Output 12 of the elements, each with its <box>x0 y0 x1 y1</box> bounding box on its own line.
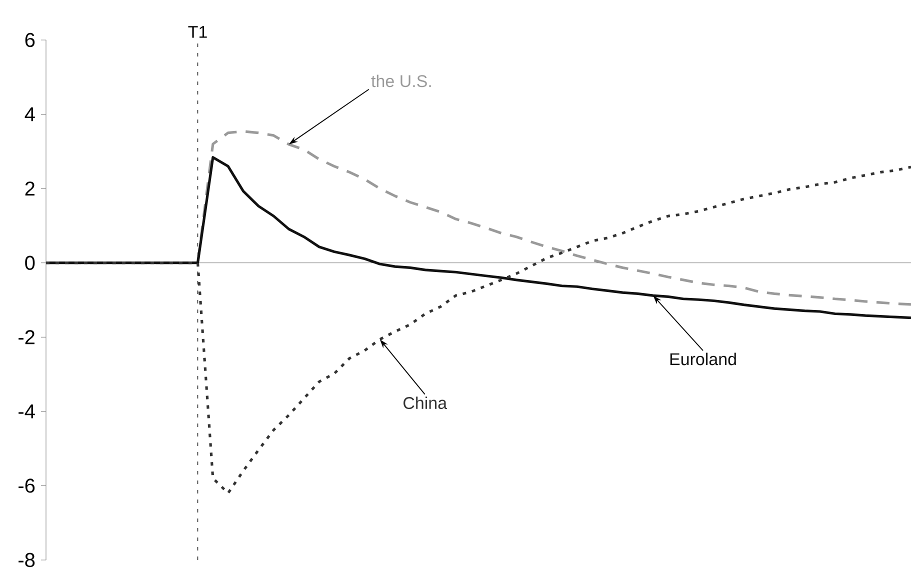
y-tick-label: 0 <box>25 256 35 270</box>
y-tick-label: 2 <box>25 182 34 196</box>
y-tick-label: -2 <box>18 330 34 344</box>
text: China <box>404 396 448 410</box>
y-tick-label: -8 <box>18 552 35 568</box>
text: Euroland <box>670 352 736 366</box>
text: the U.S. <box>371 74 431 88</box>
y-tick-label: -6 <box>18 478 35 493</box>
y-tick-label: 4 <box>24 107 35 122</box>
text: T1 <box>188 26 207 38</box>
y-tick-label: 6 <box>25 32 35 48</box>
y-tick-label: -4 <box>18 404 35 418</box>
